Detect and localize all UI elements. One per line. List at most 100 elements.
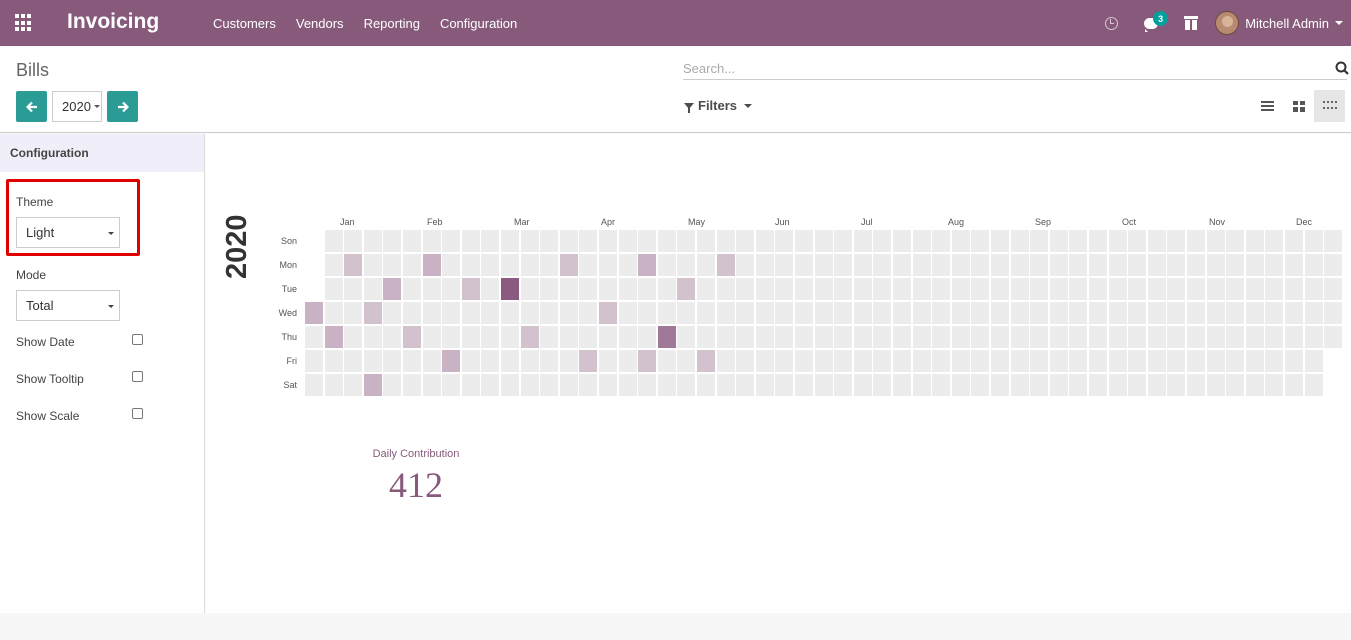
- menu-vendors[interactable]: Vendors: [295, 15, 344, 31]
- heatmap-cell[interactable]: [1207, 278, 1225, 300]
- heatmap-cell[interactable]: [1128, 350, 1146, 372]
- heatmap-cell[interactable]: [364, 326, 382, 348]
- heatmap-cell[interactable]: [932, 230, 950, 252]
- heatmap-cell[interactable]: [834, 350, 852, 372]
- heatmap-cell[interactable]: [638, 350, 656, 372]
- heatmap-cell[interactable]: [1265, 254, 1283, 276]
- heatmap-cell[interactable]: [521, 374, 539, 396]
- heatmap-cell[interactable]: [423, 374, 441, 396]
- heatmap-cell[interactable]: [1050, 230, 1068, 252]
- heatmap-cell[interactable]: [1324, 278, 1342, 300]
- menu-reporting[interactable]: Reporting: [363, 15, 420, 31]
- heatmap-cell[interactable]: [873, 230, 891, 252]
- heatmap-cell[interactable]: [638, 374, 656, 396]
- heatmap-cell[interactable]: [501, 254, 519, 276]
- heatmap-cell[interactable]: [795, 230, 813, 252]
- heatmap-cell[interactable]: [325, 374, 343, 396]
- heatmap-cell[interactable]: [481, 230, 499, 252]
- heatmap-cell[interactable]: [658, 302, 676, 324]
- heatmap-cell[interactable]: [1246, 350, 1264, 372]
- heatmap-cell[interactable]: [873, 326, 891, 348]
- heatmap-cell[interactable]: [383, 326, 401, 348]
- heatmap-cell[interactable]: [423, 230, 441, 252]
- heatmap-cell[interactable]: [1030, 278, 1048, 300]
- heatmap-cell[interactable]: [442, 350, 460, 372]
- heatmap-cell[interactable]: [991, 254, 1009, 276]
- heatmap-cell[interactable]: [1226, 350, 1244, 372]
- heatmap-cell[interactable]: [344, 254, 362, 276]
- heatmap-cell[interactable]: [834, 230, 852, 252]
- heatmap-cell[interactable]: [383, 302, 401, 324]
- heatmap-cell[interactable]: [1148, 350, 1166, 372]
- heatmap-cell[interactable]: [501, 374, 519, 396]
- heatmap-cell[interactable]: [619, 278, 637, 300]
- heatmap-cell[interactable]: [815, 374, 833, 396]
- heatmap-cell[interactable]: [1246, 230, 1264, 252]
- filters-dropdown[interactable]: Filters: [684, 98, 753, 113]
- heatmap-cell[interactable]: [638, 302, 656, 324]
- heatmap-cell[interactable]: [619, 326, 637, 348]
- heatmap-cell[interactable]: [971, 326, 989, 348]
- heatmap-cell[interactable]: [1128, 326, 1146, 348]
- heatmap-cell[interactable]: [325, 254, 343, 276]
- kanban-view-button[interactable]: [1283, 90, 1314, 122]
- heatmap-cell[interactable]: [462, 302, 480, 324]
- heatmap-cell[interactable]: [854, 350, 872, 372]
- heatmap-cell[interactable]: [893, 350, 911, 372]
- heatmap-cell[interactable]: [932, 278, 950, 300]
- heatmap-cell[interactable]: [423, 326, 441, 348]
- heatmap-cell[interactable]: [599, 350, 617, 372]
- heatmap-cell[interactable]: [599, 254, 617, 276]
- heatmap-cell[interactable]: [403, 374, 421, 396]
- heatmap-cell[interactable]: [1069, 374, 1087, 396]
- heatmap-cell[interactable]: [717, 326, 735, 348]
- heatmap-cell[interactable]: [1285, 278, 1303, 300]
- heatmap-cell[interactable]: [305, 326, 323, 348]
- heatmap-cell[interactable]: [795, 302, 813, 324]
- show-tooltip-checkbox[interactable]: [132, 371, 143, 382]
- heatmap-cell[interactable]: [1167, 374, 1185, 396]
- heatmap-cell[interactable]: [403, 302, 421, 324]
- heatmap-cell[interactable]: [1109, 278, 1127, 300]
- heatmap-cell[interactable]: [893, 302, 911, 324]
- apps-menu-icon[interactable]: [15, 14, 33, 32]
- heatmap-cell[interactable]: [325, 326, 343, 348]
- heatmap-cell[interactable]: [1167, 230, 1185, 252]
- heatmap-cell[interactable]: [579, 374, 597, 396]
- heatmap-cell[interactable]: [579, 278, 597, 300]
- heatmap-cell[interactable]: [305, 350, 323, 372]
- heatmap-cell[interactable]: [1187, 374, 1205, 396]
- heatmap-cell[interactable]: [775, 374, 793, 396]
- heatmap-cell[interactable]: [423, 254, 441, 276]
- heatmap-cell[interactable]: [756, 278, 774, 300]
- heatmap-cell[interactable]: [1246, 302, 1264, 324]
- heatmap-cell[interactable]: [599, 326, 617, 348]
- heatmap-cell[interactable]: [1285, 254, 1303, 276]
- heatmap-cell[interactable]: [481, 350, 499, 372]
- heatmap-cell[interactable]: [834, 254, 852, 276]
- heatmap-cell[interactable]: [795, 254, 813, 276]
- heatmap-cell[interactable]: [971, 302, 989, 324]
- heatmap-cell[interactable]: [775, 302, 793, 324]
- heatmap-cell[interactable]: [1167, 254, 1185, 276]
- heatmap-cell[interactable]: [717, 302, 735, 324]
- heatmap-cell[interactable]: [756, 302, 774, 324]
- heatmap-cell[interactable]: [619, 374, 637, 396]
- heatmap-cell[interactable]: [1011, 278, 1029, 300]
- mode-select[interactable]: Total: [16, 290, 120, 321]
- heatmap-cell[interactable]: [442, 302, 460, 324]
- heatmap-cell[interactable]: [1050, 350, 1068, 372]
- heatmap-cell[interactable]: [873, 278, 891, 300]
- heatmap-cell[interactable]: [756, 254, 774, 276]
- heatmap-cell[interactable]: [1030, 302, 1048, 324]
- heatmap-cell[interactable]: [658, 230, 676, 252]
- heatmap-cell[interactable]: [501, 302, 519, 324]
- heatmap-cell[interactable]: [383, 350, 401, 372]
- heatmap-cell[interactable]: [795, 278, 813, 300]
- heatmap-cell[interactable]: [560, 278, 578, 300]
- heatmap-cell[interactable]: [913, 350, 931, 372]
- heatmap-cell[interactable]: [854, 326, 872, 348]
- heatmap-cell[interactable]: [952, 278, 970, 300]
- heatmap-cell[interactable]: [1148, 374, 1166, 396]
- heatmap-cell[interactable]: [1011, 230, 1029, 252]
